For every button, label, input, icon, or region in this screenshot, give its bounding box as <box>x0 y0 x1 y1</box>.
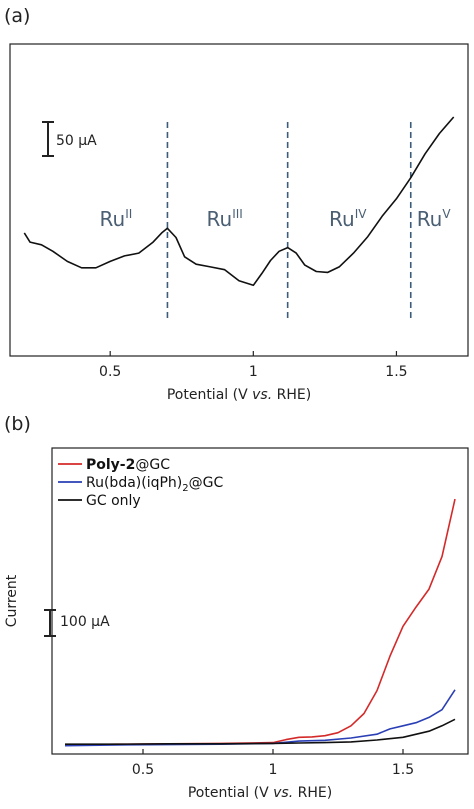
panel-a-frame <box>9 43 469 357</box>
panel-a-x-tick-label: 0.5 <box>99 364 121 380</box>
scale-bar-label: 100 µA <box>60 614 110 630</box>
panel-a-series <box>23 116 455 287</box>
legend-entry-3: GC only <box>86 493 141 509</box>
panel-b-x-tick-label: 1 <box>269 762 278 778</box>
legend-entry-2: Ru(bda)(iqPh)2@GC <box>86 475 223 494</box>
panel-a-x-axis-title: Potential (V vs. RHE) <box>167 387 311 403</box>
panel-a-x-tick-label: 1 <box>249 364 258 380</box>
panel-a-x-tick-label: 1.5 <box>385 364 407 380</box>
panel-b-series-line-1 <box>64 498 456 746</box>
oxidation-state-label-3: RuIV <box>329 207 367 231</box>
potential-markers <box>166 122 412 318</box>
oxidation-state-label-1: RuII <box>100 207 133 231</box>
panel-a-series-line-1 <box>23 116 455 287</box>
panel-b-x-ticks: 0.5 1 1.5 <box>132 749 414 778</box>
oxidation-state-label-2: RuIII <box>207 207 243 231</box>
panel-b-y-axis-title: Current <box>4 574 20 627</box>
panel-b-series-line-3 <box>65 718 456 745</box>
oxidation-state-labels: RuII RuIII RuIV RuV <box>100 207 452 231</box>
panel-b-label: (b) <box>4 413 31 435</box>
panel-a: (a) 50 µA RuII RuIII RuIV RuV 0.5 1 1.5 Poten… <box>4 5 469 403</box>
legend-entry-1: Poly-2@GC <box>86 457 170 473</box>
panel-b-scale-bar: 100 µA <box>44 609 110 637</box>
panel-a-label: (a) <box>4 5 30 27</box>
panel-b-x-tick-label: 1.5 <box>392 762 414 778</box>
panel-b-x-axis-title: Potential (V vs. RHE) <box>188 785 332 801</box>
panel-b: (b) Current 100 µA Poly-2@GC Ru(bda)(iqPh… <box>4 413 469 801</box>
panel-b-frame <box>51 447 469 755</box>
panel-a-scale-bar: 50 µA <box>42 121 97 157</box>
panel-b-series <box>64 498 456 747</box>
panel-a-x-ticks: 0.5 1 1.5 <box>99 351 408 380</box>
scale-bar-label: 50 µA <box>56 133 97 149</box>
panel-b-x-tick-label: 0.5 <box>132 762 154 778</box>
oxidation-state-label-4: RuV <box>417 207 452 231</box>
